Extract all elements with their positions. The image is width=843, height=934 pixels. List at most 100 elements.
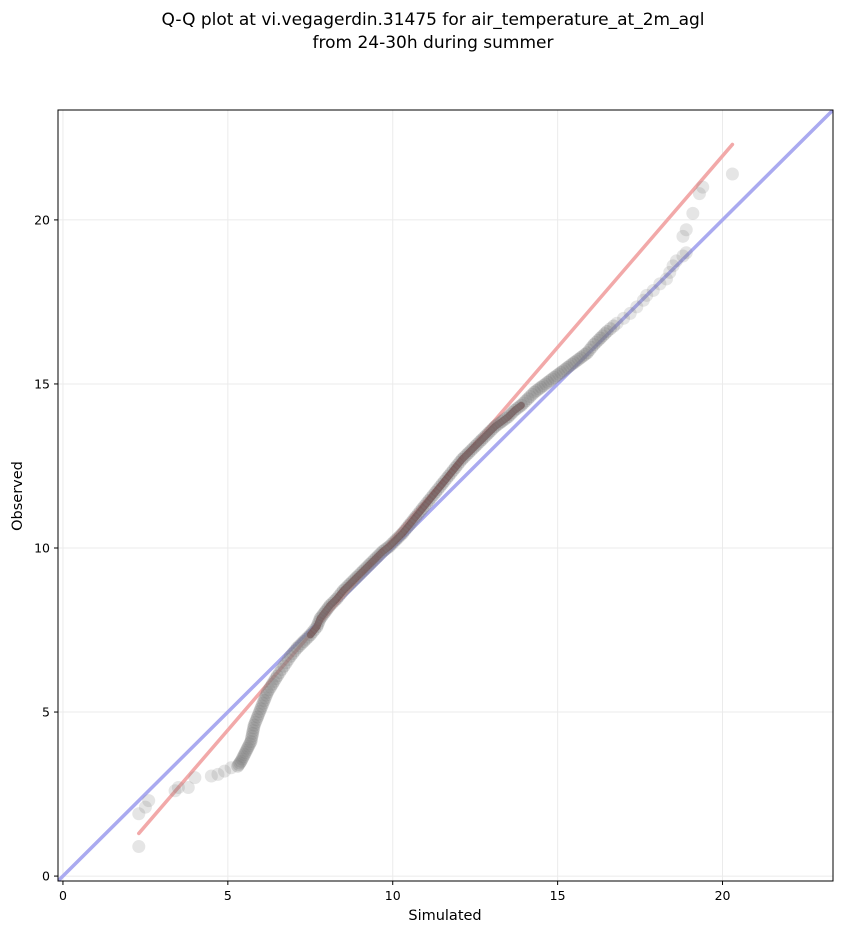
qq-point xyxy=(275,662,289,676)
y-axis-label: Observed xyxy=(10,461,26,531)
qq-point xyxy=(252,707,266,721)
qq-point xyxy=(345,575,359,589)
qq-point xyxy=(231,759,245,773)
qq-point xyxy=(589,335,603,349)
qq-point xyxy=(404,515,418,529)
qq-point xyxy=(247,721,261,735)
qq-point xyxy=(260,685,274,699)
qq-point xyxy=(525,387,539,401)
qq-point xyxy=(508,403,522,417)
qq-point xyxy=(371,549,385,563)
qq-point xyxy=(418,499,432,513)
qq-point xyxy=(305,625,319,639)
dense-core-line xyxy=(306,401,525,639)
qq-point xyxy=(521,392,535,406)
qq-point xyxy=(490,418,504,432)
qq-point xyxy=(479,428,493,442)
qq-point xyxy=(444,466,458,480)
qq-point xyxy=(486,422,500,436)
qq-point xyxy=(233,756,247,770)
x-tick-label: 5 xyxy=(224,888,232,903)
plot-frame xyxy=(57,109,834,882)
qq-point xyxy=(598,327,612,341)
qq-point xyxy=(484,424,498,438)
qq-point xyxy=(349,571,363,585)
qq-point xyxy=(534,380,548,394)
qq-point xyxy=(279,656,293,670)
y-tick-label: 10 xyxy=(34,540,50,555)
qq-point xyxy=(246,724,260,738)
qq-point xyxy=(448,461,462,475)
qq-point xyxy=(617,311,631,325)
qq-point xyxy=(610,316,624,330)
qq-point xyxy=(530,384,544,398)
qq-point xyxy=(669,254,683,268)
qq-point xyxy=(281,653,295,667)
qq-point xyxy=(308,622,322,636)
qq-point xyxy=(676,249,690,263)
qq-point xyxy=(303,628,317,642)
qq-point xyxy=(236,750,250,764)
qq-point xyxy=(323,598,337,612)
qq-point xyxy=(402,518,416,532)
qq-point xyxy=(378,543,392,557)
qq-point xyxy=(393,528,407,542)
qq-point xyxy=(519,394,533,408)
qq-point xyxy=(572,352,586,366)
y-tick-label: 20 xyxy=(34,212,50,227)
qq-point xyxy=(585,340,599,354)
qq-point xyxy=(235,752,249,766)
qq-point xyxy=(603,322,617,336)
qq-point xyxy=(248,715,262,729)
qq-point xyxy=(267,674,281,688)
qq-point xyxy=(679,246,693,260)
qq-point xyxy=(536,379,550,393)
qq-point xyxy=(325,596,339,610)
qq-point xyxy=(398,523,412,537)
qq-point xyxy=(477,431,491,445)
qq-point xyxy=(168,784,182,798)
x-tick-label: 15 xyxy=(550,888,566,903)
qq-point xyxy=(132,840,146,854)
qq-point xyxy=(663,265,677,279)
qq-point xyxy=(578,347,592,361)
qq-point xyxy=(506,405,520,419)
qq-point xyxy=(334,586,348,600)
qq-point xyxy=(374,546,388,560)
qq-point xyxy=(262,683,276,697)
qq-point xyxy=(311,617,325,631)
qq-point xyxy=(255,699,269,713)
qq-point xyxy=(327,594,341,608)
qq-point xyxy=(259,688,273,702)
y-tick-label: 5 xyxy=(42,705,50,720)
qq-point xyxy=(552,367,566,381)
qq-point xyxy=(251,710,265,724)
qq-point xyxy=(363,557,377,571)
qq-point xyxy=(387,535,401,549)
qq-point xyxy=(320,603,334,617)
qq-point xyxy=(253,704,267,718)
qq-point xyxy=(422,493,436,507)
chart-title-line-2: from 24-30h during summer xyxy=(313,33,554,53)
qq-point xyxy=(488,420,502,434)
qq-point xyxy=(545,372,559,386)
qq-point xyxy=(318,605,332,619)
qq-point xyxy=(316,607,330,621)
qq-point xyxy=(188,771,202,785)
qq-point xyxy=(580,346,594,360)
qq-point xyxy=(243,737,257,751)
qq-point xyxy=(499,411,513,425)
qq-point xyxy=(666,259,680,273)
qq-point xyxy=(365,555,379,569)
qq-point xyxy=(475,433,489,447)
qq-point xyxy=(550,369,564,383)
qq-point xyxy=(389,533,403,547)
qq-point xyxy=(462,446,476,460)
qq-point xyxy=(181,780,195,794)
qq-point xyxy=(583,343,597,357)
qq-point xyxy=(576,349,590,363)
qq-point xyxy=(420,496,434,510)
qq-point xyxy=(358,562,372,576)
qq-point xyxy=(495,415,509,429)
qq-point xyxy=(312,614,326,628)
